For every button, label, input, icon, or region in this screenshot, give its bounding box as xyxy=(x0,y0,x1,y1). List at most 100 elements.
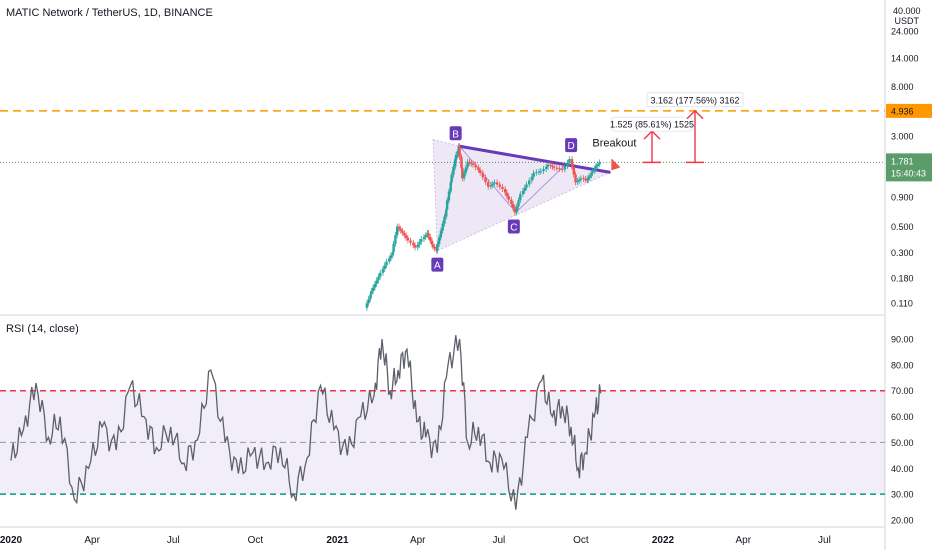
rsi-panel xyxy=(10,335,602,510)
candle-body xyxy=(530,176,534,181)
candle-body xyxy=(503,189,507,193)
candle-body xyxy=(454,154,458,160)
pattern-point-b: B xyxy=(452,129,459,140)
candle-body xyxy=(558,168,561,170)
time-tick-label: Apr xyxy=(84,535,100,546)
candle-body xyxy=(495,182,499,185)
candle-body xyxy=(486,182,490,187)
candle-body xyxy=(489,185,493,187)
measure-label-2: 3.162 (177.56%) 3162 xyxy=(650,95,739,105)
candle-body xyxy=(510,199,513,204)
candle-body xyxy=(468,161,471,163)
candle-body xyxy=(404,235,408,238)
candle-body xyxy=(555,167,559,169)
candle-body xyxy=(379,272,382,277)
pattern-point-d: D xyxy=(568,141,575,152)
candle-body xyxy=(436,244,439,251)
candle-body xyxy=(430,240,434,245)
candle-body xyxy=(574,174,577,183)
candle-body xyxy=(515,206,518,213)
candle-body xyxy=(577,179,581,181)
candle-body xyxy=(523,187,526,191)
candle-body xyxy=(373,284,377,288)
candle-body xyxy=(498,184,501,187)
grid xyxy=(0,0,886,550)
candle-body xyxy=(441,223,444,231)
candle-body xyxy=(391,252,394,256)
rsi-tick-label: 20.00 xyxy=(891,516,914,526)
candle-body xyxy=(535,172,538,174)
time-tick-label: Oct xyxy=(573,535,589,546)
time-tick-label: Jul xyxy=(492,535,505,546)
candle-body xyxy=(369,294,372,299)
candle-body xyxy=(409,240,412,243)
candle-body xyxy=(443,216,446,224)
last-price-countdown: 15:40:43 xyxy=(891,168,926,178)
price-tick-label: 3.000 xyxy=(891,132,914,142)
candle-body xyxy=(424,235,427,238)
candle-body xyxy=(579,178,583,180)
candle-body xyxy=(385,261,388,266)
candle-body xyxy=(375,280,378,285)
candle-body xyxy=(532,172,535,177)
price-tick-label: 14.000 xyxy=(891,54,919,64)
price-tick-label: 0.180 xyxy=(891,274,914,284)
candle-body xyxy=(477,167,480,171)
currency-label: USDT xyxy=(894,16,920,26)
candle-body xyxy=(493,182,496,184)
measure-label-bg-2 xyxy=(646,92,744,108)
candle-body xyxy=(551,165,554,167)
target-price-box xyxy=(886,103,932,118)
rsi-label: RSI (14, close) xyxy=(6,323,79,335)
candle-body xyxy=(474,164,477,168)
rsi-tick-label: 50.00 xyxy=(891,438,914,448)
candle-body xyxy=(552,166,556,168)
price-tick-label: 0.300 xyxy=(891,248,914,258)
candle-body xyxy=(377,276,380,281)
candle-body xyxy=(576,180,579,183)
candle-body xyxy=(481,172,485,178)
measure-head-2 xyxy=(686,109,704,120)
candle-body xyxy=(507,196,510,200)
candle-body xyxy=(431,244,435,247)
candle-body xyxy=(570,159,574,167)
candle-body xyxy=(447,191,451,201)
candle-body xyxy=(546,164,550,167)
candle-body xyxy=(537,171,541,173)
candle-body xyxy=(453,159,457,167)
pattern-point-b-bg xyxy=(449,126,462,141)
pattern-point-c: C xyxy=(510,223,517,234)
candle-body xyxy=(596,164,600,166)
candle-body xyxy=(584,178,587,180)
price-tick-label: 8.000 xyxy=(891,82,914,92)
rsi-line xyxy=(10,335,602,510)
breakout-arrow xyxy=(611,158,621,171)
rsi-tick-label: 30.00 xyxy=(891,490,914,500)
candle-body xyxy=(387,258,391,262)
candle-body xyxy=(588,175,592,178)
rsi-tick-label: 80.00 xyxy=(891,360,914,370)
candle-body xyxy=(450,174,453,183)
time-tick-label: Jul xyxy=(167,535,180,546)
candle-body xyxy=(594,165,598,168)
candle-body xyxy=(383,265,386,270)
candle-body xyxy=(416,244,419,248)
candle-body xyxy=(381,269,385,273)
candle-body xyxy=(521,190,525,195)
candle-body xyxy=(458,146,461,157)
candle-body xyxy=(590,172,593,176)
candle-body xyxy=(412,242,415,246)
last-price-box xyxy=(886,153,932,182)
rsi-tick-label: 40.00 xyxy=(891,464,914,474)
candle-body xyxy=(452,166,455,175)
price-tick-label: 0.500 xyxy=(891,222,914,232)
candle-body xyxy=(539,171,543,173)
candle-body xyxy=(561,168,564,170)
candle-body xyxy=(403,232,406,236)
time-tick-label: Oct xyxy=(248,535,264,546)
candle-body xyxy=(370,291,373,295)
candle-body xyxy=(367,298,370,304)
candle-body xyxy=(456,150,460,155)
time-tick-label: Apr xyxy=(735,535,751,546)
